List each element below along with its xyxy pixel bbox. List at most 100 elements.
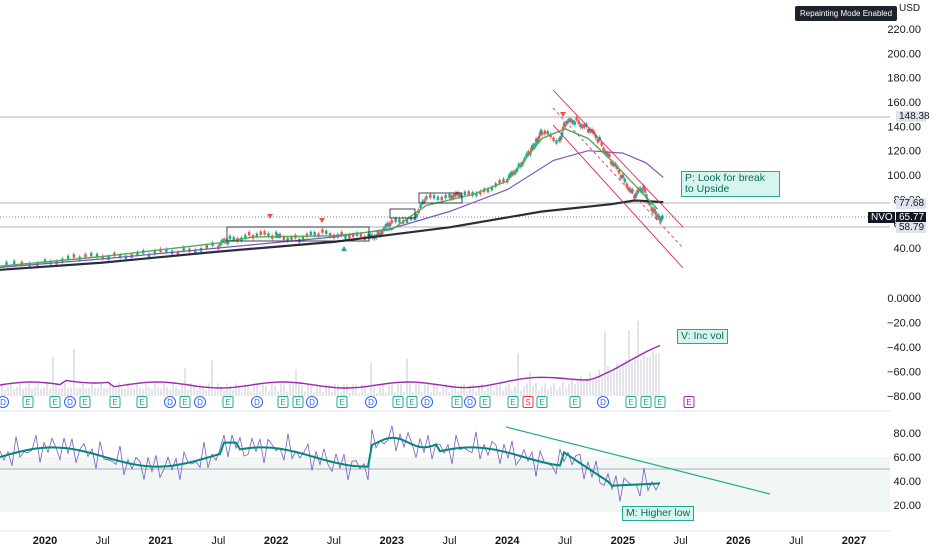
candle-body — [321, 229, 324, 233]
channel-upper-line — [552, 89, 684, 228]
event-marker-icon[interactable]: E — [277, 396, 289, 408]
candle-body — [555, 140, 558, 144]
candle-body — [419, 204, 422, 209]
momentum-annotation[interactable]: M: Higher low — [622, 506, 695, 521]
candle-body — [377, 231, 380, 235]
candle-body — [228, 235, 232, 240]
time-axis-label: 2026 — [726, 535, 750, 547]
event-marker-icon[interactable]: E — [569, 396, 581, 408]
candle-body — [282, 236, 286, 241]
event-marker-icon[interactable]: D — [0, 396, 9, 408]
time-axis-label: 2022 — [264, 535, 288, 547]
candle-body — [124, 255, 128, 260]
event-marker-icon[interactable]: E — [451, 396, 463, 408]
candle-body — [508, 174, 511, 179]
event-marker-icon[interactable]: E — [136, 396, 148, 408]
earnings-marker-shape — [640, 396, 652, 408]
event-marker-icon[interactable]: E — [222, 396, 234, 408]
event-marker-icon[interactable]: E — [479, 396, 491, 408]
event-marker-icon[interactable]: E — [536, 396, 548, 408]
event-marker-icon[interactable]: D — [251, 396, 263, 408]
candle-body — [536, 138, 540, 143]
event-marker-letter: D — [67, 398, 73, 407]
candle-body — [301, 236, 305, 241]
momentum-pane[interactable] — [0, 425, 771, 502]
event-marker-icon[interactable]: D — [164, 396, 176, 408]
candle-body — [147, 253, 151, 258]
candle-body — [509, 171, 513, 176]
event-marker-letter: E — [539, 398, 544, 407]
event-marker-letter: E — [280, 398, 285, 407]
channel-mid-line — [552, 107, 684, 249]
event-marker-icon[interactable]: D — [365, 396, 377, 408]
candle-body — [305, 233, 309, 238]
price-axis-label: 120.00 — [887, 146, 921, 158]
time-axis[interactable]: 2020 Jul 2021 Jul 2022 Jul 2023 Jul 2024 Jul 2025 J… — [33, 535, 866, 547]
event-marker-icon[interactable]: S — [522, 396, 534, 408]
event-marker-icon[interactable]: E — [654, 396, 666, 408]
event-marker-icon[interactable]: E — [22, 396, 34, 408]
candle-body — [380, 230, 384, 235]
event-marker-icon[interactable]: E — [79, 396, 91, 408]
volume-annotation[interactable]: V: Inc vol — [677, 329, 728, 344]
event-marker-letter: D — [254, 398, 260, 407]
candle-body — [467, 191, 470, 195]
event-marker-icon[interactable]: D — [464, 396, 476, 408]
volume-pane[interactable] — [0, 320, 661, 396]
event-marker-letter: D — [197, 398, 203, 407]
event-marker-icon[interactable]: E — [392, 396, 404, 408]
currency-label[interactable]: USD — [899, 3, 921, 14]
event-marker-icon[interactable]: E — [406, 396, 418, 408]
candle-body — [205, 244, 208, 249]
time-axis-label: Jul — [211, 535, 225, 547]
event-marker-icon[interactable]: E — [625, 396, 637, 408]
event-marker-icon[interactable]: D — [421, 396, 433, 408]
event-marker-icon[interactable]: D — [597, 396, 609, 408]
candle-body — [569, 118, 573, 123]
volume-axis-label: 0.0000 — [887, 293, 921, 305]
candle-body — [405, 219, 409, 223]
price-pane[interactable] — [0, 89, 684, 271]
sell-signal-icon — [267, 214, 273, 219]
candle-body — [530, 147, 533, 152]
event-marker-icon[interactable]: E — [49, 396, 61, 408]
event-marker-letter: E — [395, 398, 400, 407]
dividend-marker-shape — [421, 396, 433, 408]
candle-body — [378, 232, 382, 237]
candle-body — [452, 194, 455, 199]
time-axis-label: 2024 — [495, 535, 520, 547]
event-marker-letter: D — [600, 398, 606, 407]
event-marker-icon[interactable]: E — [336, 396, 348, 408]
candle-body — [398, 219, 401, 223]
candle-body — [639, 187, 642, 192]
price-annotation[interactable]: P: Look for break to Upside — [681, 171, 780, 197]
event-marker-icon[interactable]: E — [507, 396, 519, 408]
event-marker-icon[interactable]: D — [194, 396, 206, 408]
event-marker-icon[interactable]: E — [292, 396, 304, 408]
candle-body — [444, 194, 447, 199]
candle-body — [221, 239, 224, 244]
event-marker-icon[interactable]: E — [109, 396, 121, 408]
event-marker-icon[interactable]: E — [179, 396, 191, 408]
candle-body — [344, 235, 347, 239]
event-marker-icon[interactable]: D — [64, 396, 76, 408]
momentum-axis-label: 20.00 — [893, 500, 921, 512]
event-marker-letter: E — [295, 398, 300, 407]
ma-price-tag: 77.68 — [896, 198, 926, 209]
candle-body — [640, 189, 644, 194]
last-price-tag: 65.77 — [896, 212, 926, 223]
event-marker-icon[interactable]: D — [306, 396, 318, 408]
candle-body — [521, 161, 524, 166]
candle-body — [581, 124, 584, 129]
candle-body — [579, 123, 582, 128]
earnings-marker-shape — [479, 396, 491, 408]
earnings-marker-shape — [683, 396, 695, 408]
candle-body — [539, 129, 543, 134]
candle-body — [619, 175, 623, 179]
event-marker-icon[interactable]: E — [640, 396, 652, 408]
volume-axis-label: −40.00 — [887, 342, 921, 354]
candle-body — [367, 234, 370, 238]
price-axis[interactable]: 220.00 200.00 180.00 160.00 140.00 120.00 100.… — [887, 24, 921, 512]
